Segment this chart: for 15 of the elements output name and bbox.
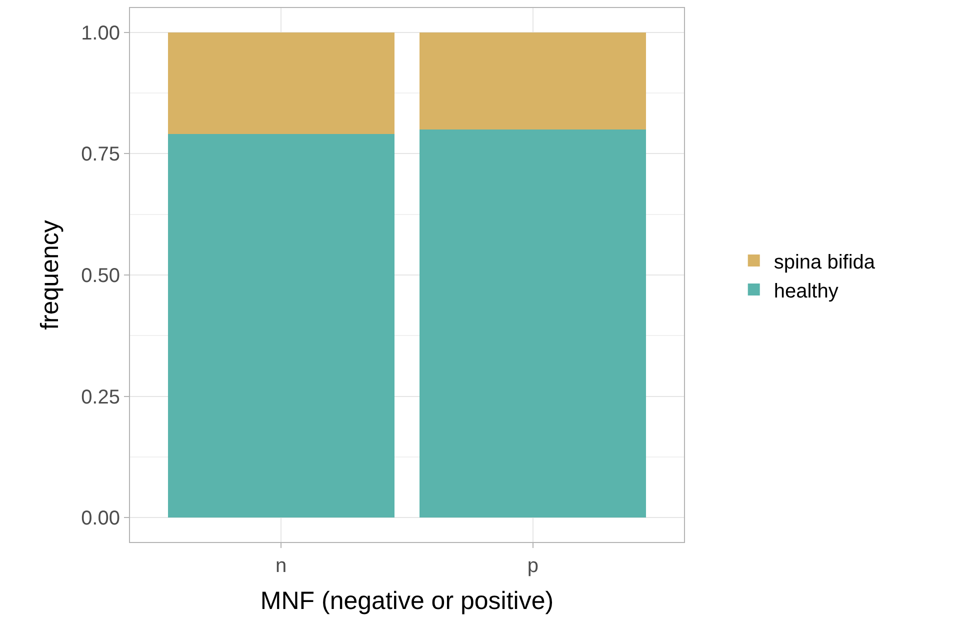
y-tick-label: 0.75 [81, 144, 120, 166]
y-tick-label: 0.00 [81, 508, 120, 530]
bar [168, 32, 394, 134]
y-tick-label: 1.00 [81, 22, 120, 44]
bar [420, 32, 646, 130]
legend-label: spina bifida [774, 251, 876, 274]
bar [420, 129, 646, 518]
y-tick-label: 0.50 [81, 265, 120, 287]
bar [168, 134, 394, 518]
legend-label: healthy [774, 280, 838, 302]
x-axis-title: MNF (negative or positive) [260, 587, 554, 615]
x-tick-label: p [527, 555, 538, 577]
y-axis-title: frequency [36, 220, 64, 330]
x-tick-label: n [276, 555, 287, 577]
y-tick-label: 0.25 [81, 386, 120, 408]
